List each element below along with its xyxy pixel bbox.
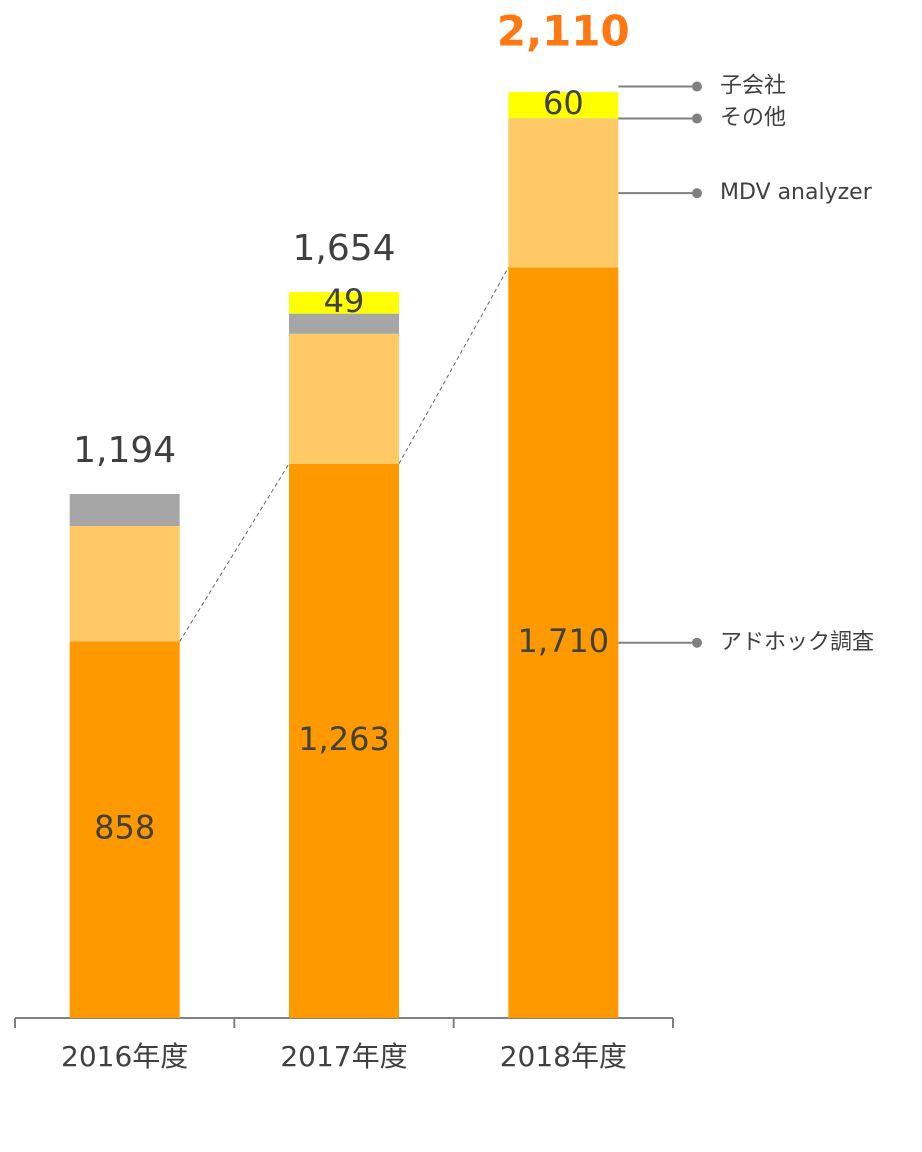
data-label: 858 [94, 809, 155, 847]
total-label: 1,194 [73, 430, 176, 471]
bar-segment [289, 463, 399, 1019]
bar-segment [508, 267, 619, 1018]
total-label: 1,654 [292, 228, 395, 269]
bar-segment [289, 333, 399, 464]
legend-dot [692, 81, 702, 92]
bar-segment [289, 292, 399, 314]
x-tick-label: 2017年度 [280, 1040, 407, 1073]
legend-dot [692, 188, 702, 199]
bar-segment [289, 313, 399, 334]
connector [398, 267, 509, 464]
bar-segment [69, 493, 180, 527]
x-tick-label: 2016年度 [61, 1040, 188, 1073]
x-tick-label: 2018年度 [500, 1040, 627, 1073]
data-label: 49 [324, 282, 365, 320]
data-label: 1,710 [518, 622, 610, 660]
data-label: 60 [543, 84, 584, 122]
legend-dot [692, 637, 702, 648]
data-label: 1,263 [298, 720, 390, 758]
legend-label: その他 [720, 106, 786, 131]
legend-label: 子会社 [720, 74, 786, 99]
bar-segment [508, 118, 619, 268]
bar-segment [69, 526, 180, 642]
legend-label: MDV analyzer [720, 180, 873, 205]
legend-label: アドホック調査 [720, 630, 874, 655]
legend-dot [692, 113, 702, 124]
total-label: 2,110 [497, 7, 630, 56]
bar-segment [69, 641, 180, 1018]
connector [179, 463, 290, 642]
bar-segment [508, 92, 619, 119]
